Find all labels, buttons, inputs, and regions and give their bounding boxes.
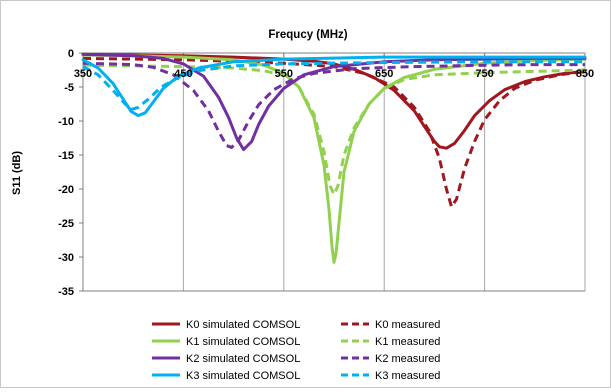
x-tick-label: 350 [74,68,92,80]
x-tick-label: 850 [576,68,594,80]
legend: K0 simulated COMSOL K0 measured K1 simulat… [152,319,440,382]
series-line-6 [81,55,587,118]
series-line-5 [82,61,585,149]
legend-label-0: K0 simulated COMSOL [186,319,300,331]
y-axis-label: S11 (dB) [11,151,23,195]
legend-label-3: K1 measured [375,336,440,348]
y-tick-labels: 0 -5 -10 -15 -20 -25 -30 -35 [58,48,74,298]
legend-label-6: K3 simulated COMSOL [186,370,300,382]
y-tick-label: -10 [58,116,74,128]
x-tick-label: 650 [375,68,393,80]
series-line-0 [81,52,587,150]
series-line-7 [82,60,585,111]
y-tick-label: -35 [58,286,74,298]
y-tick-label: 0 [68,48,74,60]
grid-lines [182,53,586,291]
legend-label-4: K2 simulated COMSOL [186,353,300,365]
legend-label-7: K3 measured [375,370,440,382]
legend-label-2: K1 simulated COMSOL [186,336,300,348]
x-tick-label: 750 [475,68,493,80]
x-tick-label: 550 [275,68,293,80]
series-lines [81,52,587,264]
x-tick-labels: 350 450 550 650 750 850 [74,68,594,80]
axes [79,52,586,292]
chart-title: Frequcy (MHz) [268,29,347,41]
y-tick-label: -5 [64,82,74,94]
x-tick-label: 450 [174,68,192,80]
y-tick-label: -25 [58,218,74,230]
y-tick-label: -15 [58,150,74,162]
y-tick-label: -20 [58,184,74,196]
series-line-2 [81,53,587,264]
y-tick-label: -30 [58,252,74,264]
legend-label-5: K2 measured [375,353,440,365]
legend-label-1: K0 measured [375,319,440,331]
series-line-3 [82,63,586,196]
series-line-4 [81,52,587,152]
series-line-1 [82,56,586,209]
